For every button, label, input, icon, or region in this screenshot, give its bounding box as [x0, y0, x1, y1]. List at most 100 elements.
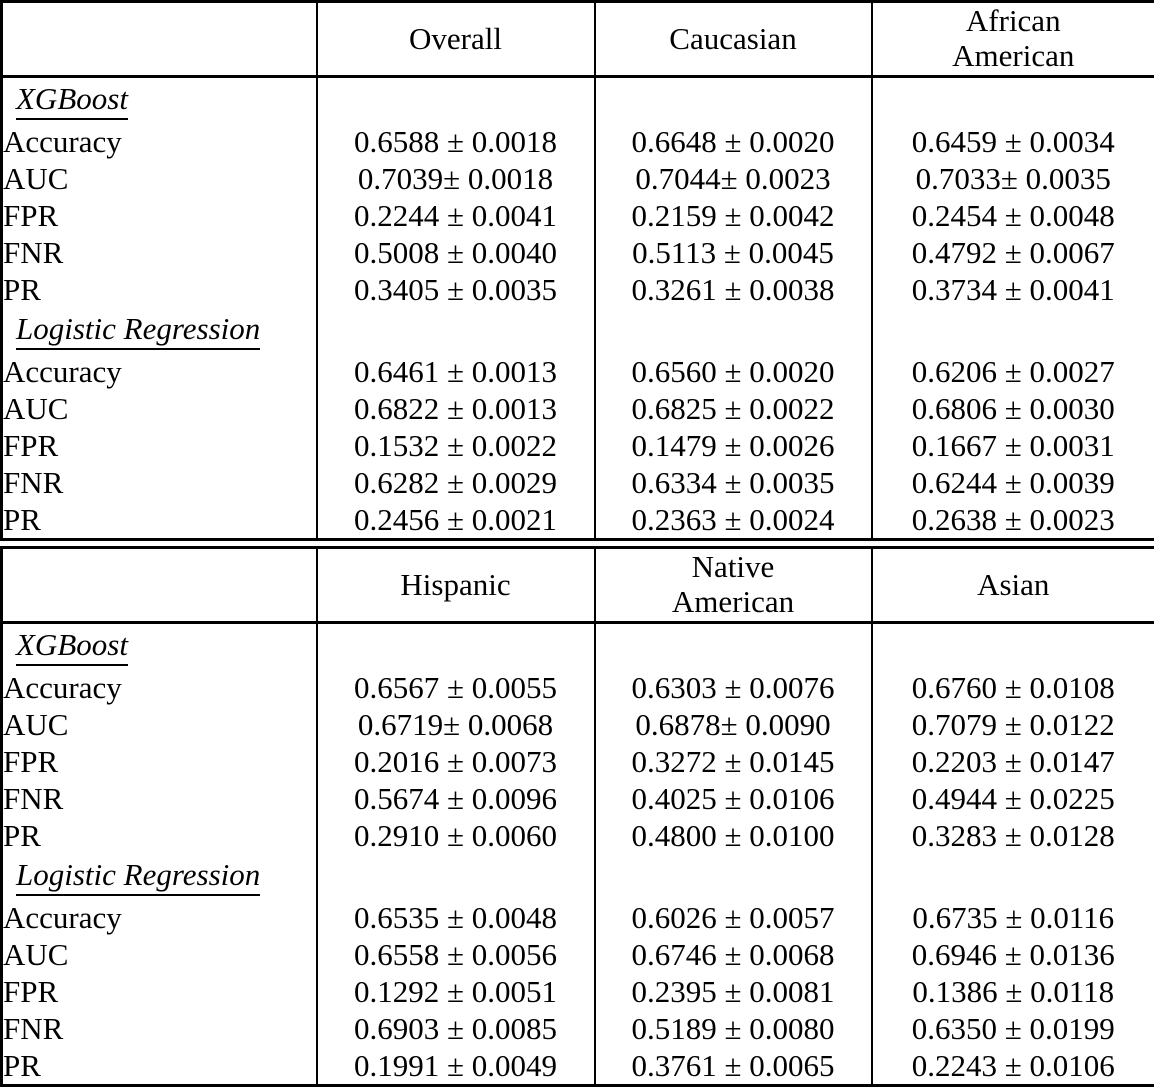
row-label: Accuracy: [2, 353, 317, 390]
value-cell: 0.6459 ± 0.0034: [872, 123, 1154, 160]
value-cell: 0.7033± 0.0035: [872, 160, 1154, 197]
value-cell: 0.1479 ± 0.0026: [595, 427, 872, 464]
value-cell: 0.6206 ± 0.0027: [872, 353, 1154, 390]
group-label: Logistic Regression: [16, 859, 260, 896]
value-cell: 0.2910 ± 0.0060: [317, 817, 595, 854]
value-cell: 0.3261 ± 0.0038: [595, 271, 872, 308]
value-cell: 0.2243 ± 0.0106: [872, 1047, 1154, 1086]
header-row: Overall Caucasian African American: [2, 2, 1154, 77]
row-label: FNR: [2, 464, 317, 501]
row-label: Accuracy: [2, 899, 317, 936]
value-cell: 0.2454 ± 0.0048: [872, 197, 1154, 234]
value-cell: 0.1292 ± 0.0051: [317, 973, 595, 1010]
value-cell: 0.5674 ± 0.0096: [317, 780, 595, 817]
row-label: FPR: [2, 197, 317, 234]
results-table-bottom-header: Hispanic Native American Asian: [2, 548, 1154, 623]
row-label: AUC: [2, 936, 317, 973]
column-header-native-american: Native American: [595, 548, 872, 623]
row-label: Accuracy: [2, 669, 317, 706]
column-header-caucasian: Caucasian: [595, 2, 872, 77]
value-cell: 0.6558 ± 0.0056: [317, 936, 595, 973]
row-label: FPR: [2, 973, 317, 1010]
row-label: FPR: [2, 427, 317, 464]
row-label: FNR: [2, 234, 317, 271]
empty-value-cell: [872, 308, 1154, 353]
empty-value-cell: [595, 854, 872, 899]
row-label: FPR: [2, 743, 317, 780]
value-cell: 0.3761 ± 0.0065: [595, 1047, 872, 1086]
value-cell: 0.2456 ± 0.0021: [317, 501, 595, 540]
column-header-african-american: African American: [872, 2, 1154, 77]
group-label: XGBoost: [16, 83, 128, 120]
empty-value-cell: [317, 77, 595, 124]
group-label: Logistic Regression: [16, 313, 260, 350]
value-cell: 0.3405 ± 0.0035: [317, 271, 595, 308]
row-label: AUC: [2, 160, 317, 197]
value-cell: 0.5189 ± 0.0080: [595, 1010, 872, 1047]
header-row: Hispanic Native American Asian: [2, 548, 1154, 623]
row-label: PR: [2, 817, 317, 854]
results-table-top: Overall Caucasian African American XGBoo…: [0, 0, 1154, 541]
results-table-top-header: Overall Caucasian African American: [2, 2, 1154, 77]
empty-value-cell: [317, 854, 595, 899]
column-header-empty: [2, 548, 317, 623]
column-header-empty: [2, 2, 317, 77]
empty-value-cell: [317, 308, 595, 353]
value-cell: 0.3272 ± 0.0145: [595, 743, 872, 780]
value-cell: 0.2638 ± 0.0023: [872, 501, 1154, 540]
empty-value-cell: [872, 854, 1154, 899]
value-cell: 0.2363 ± 0.0024: [595, 501, 872, 540]
group-row: XGBoost: [2, 623, 1154, 670]
value-cell: 0.5008 ± 0.0040: [317, 234, 595, 271]
value-cell: 0.6760 ± 0.0108: [872, 669, 1154, 706]
group-label-cell: XGBoost: [2, 623, 317, 670]
value-cell: 0.2159 ± 0.0042: [595, 197, 872, 234]
value-cell: 0.2203 ± 0.0147: [872, 743, 1154, 780]
row-label: FNR: [2, 780, 317, 817]
value-cell: 0.7044± 0.0023: [595, 160, 872, 197]
value-cell: 0.2395 ± 0.0081: [595, 973, 872, 1010]
value-cell: 0.6746 ± 0.0068: [595, 936, 872, 973]
group-row: XGBoost: [2, 77, 1154, 124]
value-cell: 0.6806 ± 0.0030: [872, 390, 1154, 427]
value-cell: 0.6282 ± 0.0029: [317, 464, 595, 501]
empty-value-cell: [595, 623, 872, 670]
value-cell: 0.6719± 0.0068: [317, 706, 595, 743]
group-label-cell: Logistic Regression: [2, 308, 317, 353]
group-row: Logistic Regression: [2, 854, 1154, 899]
value-cell: 0.1532 ± 0.0022: [317, 427, 595, 464]
column-header-overall: Overall: [317, 2, 595, 77]
value-cell: 0.6026 ± 0.0057: [595, 899, 872, 936]
empty-value-cell: [317, 623, 595, 670]
row-label: AUC: [2, 706, 317, 743]
value-cell: 0.4944 ± 0.0225: [872, 780, 1154, 817]
value-cell: 0.6350 ± 0.0199: [872, 1010, 1154, 1047]
value-cell: 0.4792 ± 0.0067: [872, 234, 1154, 271]
value-cell: 0.6946 ± 0.0136: [872, 936, 1154, 973]
value-cell: 0.1386 ± 0.0118: [872, 973, 1154, 1010]
value-cell: 0.6825 ± 0.0022: [595, 390, 872, 427]
value-cell: 0.2244 ± 0.0041: [317, 197, 595, 234]
row-label: AUC: [2, 390, 317, 427]
value-cell: 0.6535 ± 0.0048: [317, 899, 595, 936]
value-cell: 0.6560 ± 0.0020: [595, 353, 872, 390]
row-label: PR: [2, 501, 317, 540]
empty-value-cell: [872, 77, 1154, 124]
value-cell: 0.1991 ± 0.0049: [317, 1047, 595, 1086]
value-cell: 0.6588 ± 0.0018: [317, 123, 595, 160]
